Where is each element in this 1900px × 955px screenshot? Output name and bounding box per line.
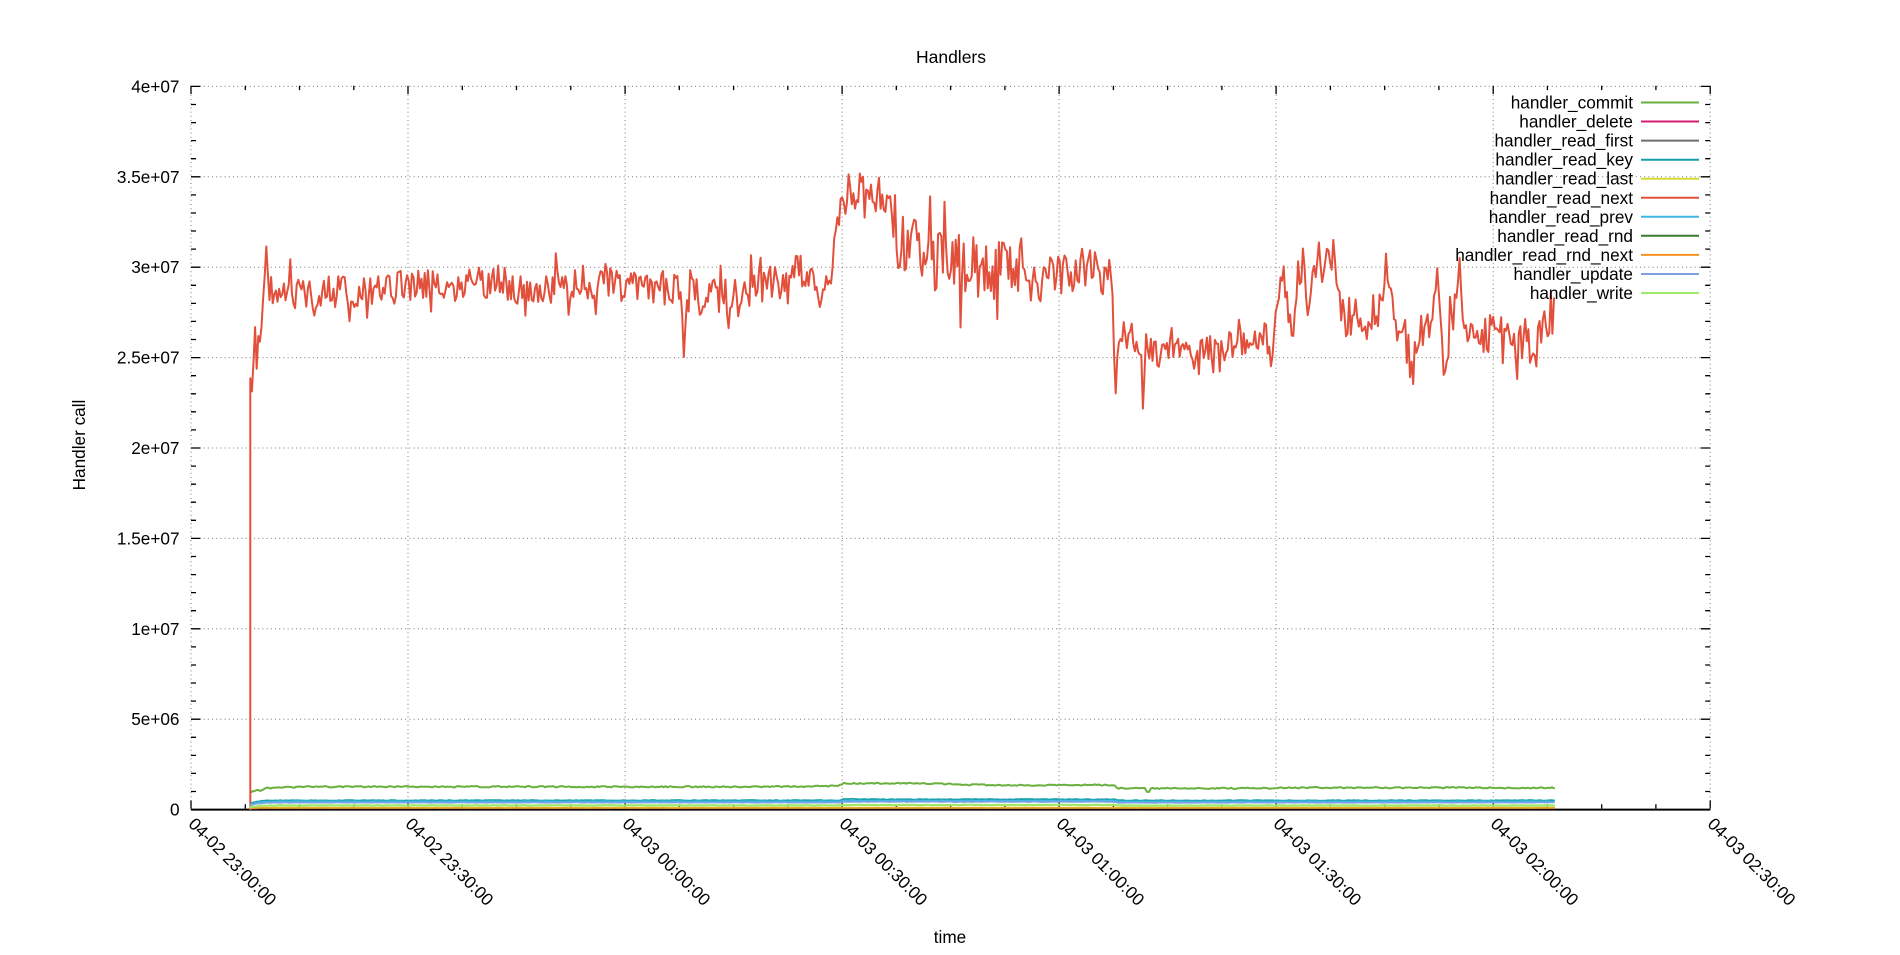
svg-text:handler_read_last: handler_read_last bbox=[1495, 169, 1633, 189]
svg-text:handler_read_next: handler_read_next bbox=[1490, 188, 1634, 208]
svg-text:handler_write: handler_write bbox=[1530, 283, 1633, 303]
svg-text:Handlers: Handlers bbox=[916, 47, 986, 67]
svg-text:handler_read_key: handler_read_key bbox=[1495, 150, 1633, 170]
svg-text:1.5e+07: 1.5e+07 bbox=[117, 528, 180, 548]
svg-text:time: time bbox=[934, 927, 966, 947]
svg-text:handler_commit: handler_commit bbox=[1511, 93, 1634, 113]
svg-text:handler_read_rnd: handler_read_rnd bbox=[1497, 226, 1633, 246]
svg-text:2e+07: 2e+07 bbox=[131, 438, 179, 458]
svg-text:3e+07: 3e+07 bbox=[131, 257, 179, 277]
svg-text:handler_update: handler_update bbox=[1514, 264, 1633, 284]
svg-text:handler_read_rnd_next: handler_read_rnd_next bbox=[1455, 245, 1633, 265]
svg-text:handler_read_prev: handler_read_prev bbox=[1489, 207, 1634, 227]
svg-text:0: 0 bbox=[170, 800, 180, 820]
svg-text:handler_read_first: handler_read_first bbox=[1494, 131, 1633, 151]
svg-text:4e+07: 4e+07 bbox=[131, 76, 179, 96]
svg-text:handler_delete: handler_delete bbox=[1519, 112, 1633, 132]
svg-text:1e+07: 1e+07 bbox=[131, 619, 179, 639]
svg-text:2.5e+07: 2.5e+07 bbox=[117, 348, 180, 368]
svg-text:5e+06: 5e+06 bbox=[131, 709, 179, 729]
svg-text:Handler call: Handler call bbox=[69, 400, 89, 491]
svg-text:3.5e+07: 3.5e+07 bbox=[117, 167, 180, 187]
